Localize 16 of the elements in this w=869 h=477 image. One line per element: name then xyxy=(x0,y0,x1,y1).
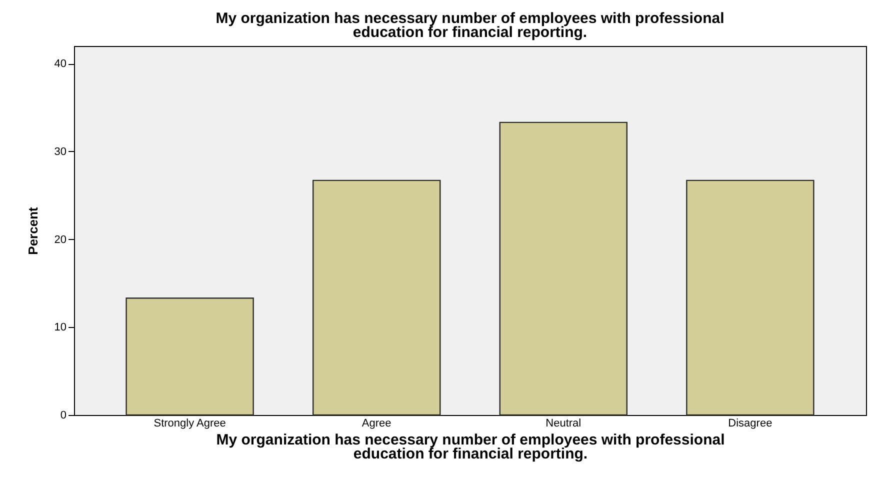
y-tick-label: 30 xyxy=(54,146,66,158)
y-tick-label: 0 xyxy=(60,410,66,422)
bar xyxy=(126,298,254,416)
x-axis-title: My organization has necessary number of employees with professional education for financial reporting. xyxy=(216,432,725,462)
y-axis-title: Percent xyxy=(25,206,40,255)
x-tick-label: Agree xyxy=(362,418,392,430)
chart-title: My organization has necessary number of employees with professional education for financial reporting. xyxy=(216,10,724,41)
x-tick-label: Strongly Agree xyxy=(154,418,226,430)
y-tick-label: 40 xyxy=(54,58,66,70)
x-tick-label: Neutral xyxy=(546,418,582,430)
x-tick-label: Disagree xyxy=(728,418,772,430)
y-tick-label: 10 xyxy=(54,322,66,334)
y-tick-label: 20 xyxy=(54,234,66,246)
bar xyxy=(312,180,441,416)
bar xyxy=(686,180,814,416)
bar xyxy=(499,122,628,416)
